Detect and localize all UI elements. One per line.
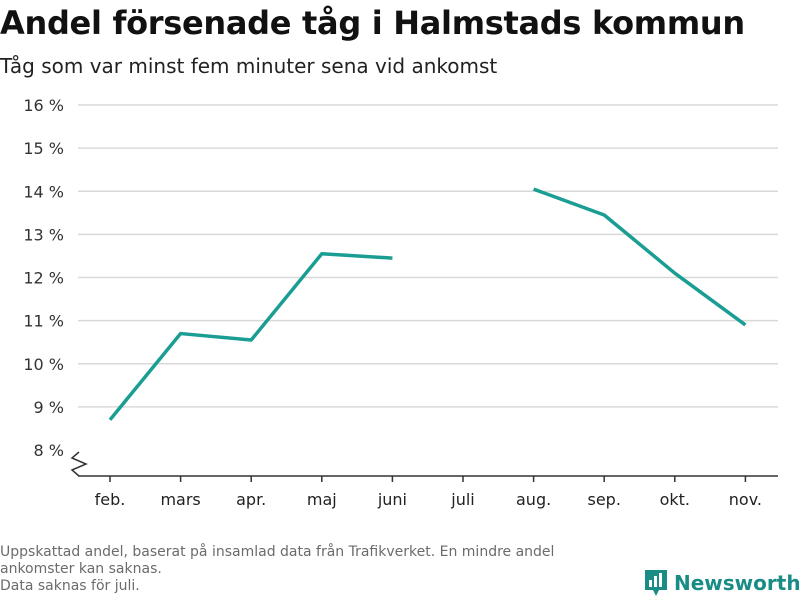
x-tick-label: apr. bbox=[236, 490, 266, 509]
x-axis: feb. mars apr. maj juni juli aug. sep. okt. nov. bbox=[70, 451, 778, 509]
bar-chart-logo-icon bbox=[645, 570, 667, 596]
y-tick-label: 16 % bbox=[23, 96, 64, 115]
y-tick-label: 9 % bbox=[34, 398, 64, 417]
line-chart: 8 % 9 % 10 % 11 % 12 % 13 % 14 % 15 % 16 % feb. m… bbox=[23, 96, 778, 509]
y-tick-label: 13 % bbox=[23, 225, 64, 244]
y-tick-label: 15 % bbox=[23, 139, 64, 158]
series-line-segment bbox=[532, 187, 747, 327]
x-tick-label: mars bbox=[160, 490, 200, 509]
chart-title: Andel försenade tåg i Halmstads kommun bbox=[0, 4, 745, 42]
footer-line-3: Data saknas för juli. bbox=[0, 578, 140, 594]
y-tick-label: 10 % bbox=[23, 355, 64, 374]
brand-name: Newsworthy bbox=[674, 571, 800, 595]
chart-subtitle: Tåg som var minst fem minuter sena vid a… bbox=[0, 54, 498, 78]
footer-line-1: Uppskattad andel, baserat på insamlad da… bbox=[0, 544, 555, 560]
x-tick-label: juli bbox=[450, 490, 474, 509]
series-lines bbox=[108, 187, 747, 421]
grid-lines bbox=[78, 104, 778, 408]
y-tick-label: 11 % bbox=[23, 312, 64, 331]
x-tick-label: juni bbox=[377, 490, 407, 509]
x-tick-label: nov. bbox=[729, 490, 762, 509]
x-tick-label: feb. bbox=[95, 490, 126, 509]
y-axis-ticks: 8 % 9 % 10 % 11 % 12 % 13 % 14 % 15 % 16 % bbox=[23, 96, 64, 460]
x-tick-label: sep. bbox=[587, 490, 620, 509]
y-tick-label: 8 % bbox=[34, 441, 64, 460]
axis-break-mark bbox=[70, 451, 88, 477]
footer-line-2: ankomster kan saknas. bbox=[0, 561, 162, 577]
brand-logo: Newsworthy bbox=[643, 568, 800, 598]
y-tick-label: 14 % bbox=[23, 182, 64, 201]
series-line-segment bbox=[108, 252, 393, 421]
footer-note: Uppskattad andel, baserat på insamlad da… bbox=[0, 544, 640, 595]
x-tick-label: aug. bbox=[516, 490, 551, 509]
x-tick-label: maj bbox=[307, 490, 337, 509]
x-tick-label: okt. bbox=[660, 490, 690, 509]
y-tick-label: 12 % bbox=[23, 269, 64, 288]
